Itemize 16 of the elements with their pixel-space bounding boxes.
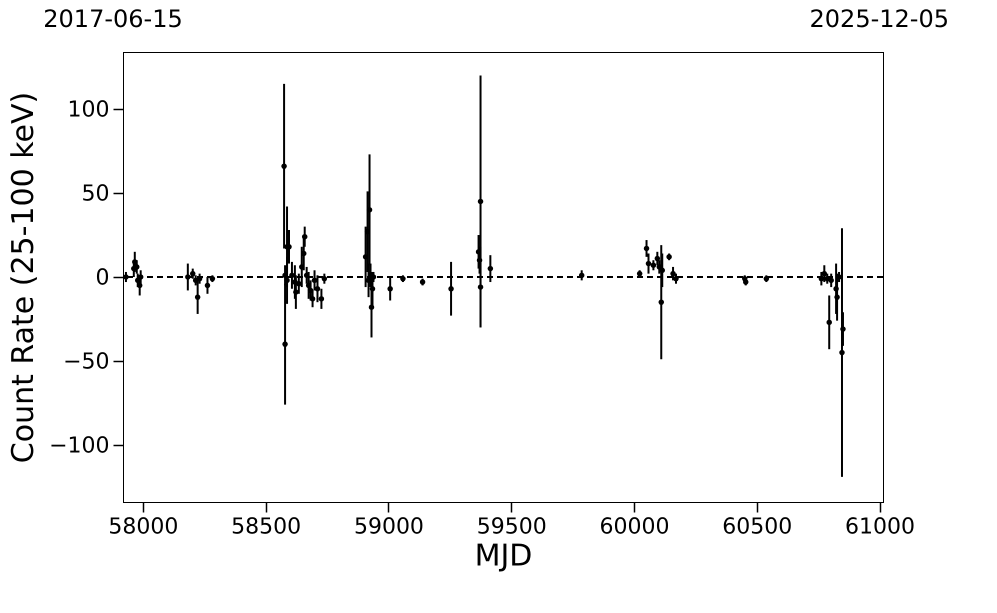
- y-tick-label: 0: [96, 266, 110, 290]
- x-tick-label: 59000: [354, 514, 424, 540]
- x-tick-label: 61000: [845, 514, 916, 540]
- y-axis-title: Count Rate (25-100 keV): [6, 92, 42, 464]
- x-tick-label: 60500: [722, 514, 792, 540]
- y-tick-label: 50: [82, 182, 110, 207]
- text: 2017-06-15: [43, 5, 183, 33]
- x-axis-title: MJD: [474, 538, 532, 574]
- x-tick-label: 59500: [476, 514, 547, 540]
- x-tick-label: 58500: [231, 514, 302, 540]
- x-tick-label: 60000: [600, 514, 670, 540]
- y-tick-label: −100: [49, 433, 110, 458]
- y-tick-label: −50: [63, 349, 110, 374]
- x-tick-label: 58000: [108, 514, 178, 540]
- text: 2025-12-05: [810, 5, 949, 33]
- y-tick-label: 100: [68, 98, 110, 123]
